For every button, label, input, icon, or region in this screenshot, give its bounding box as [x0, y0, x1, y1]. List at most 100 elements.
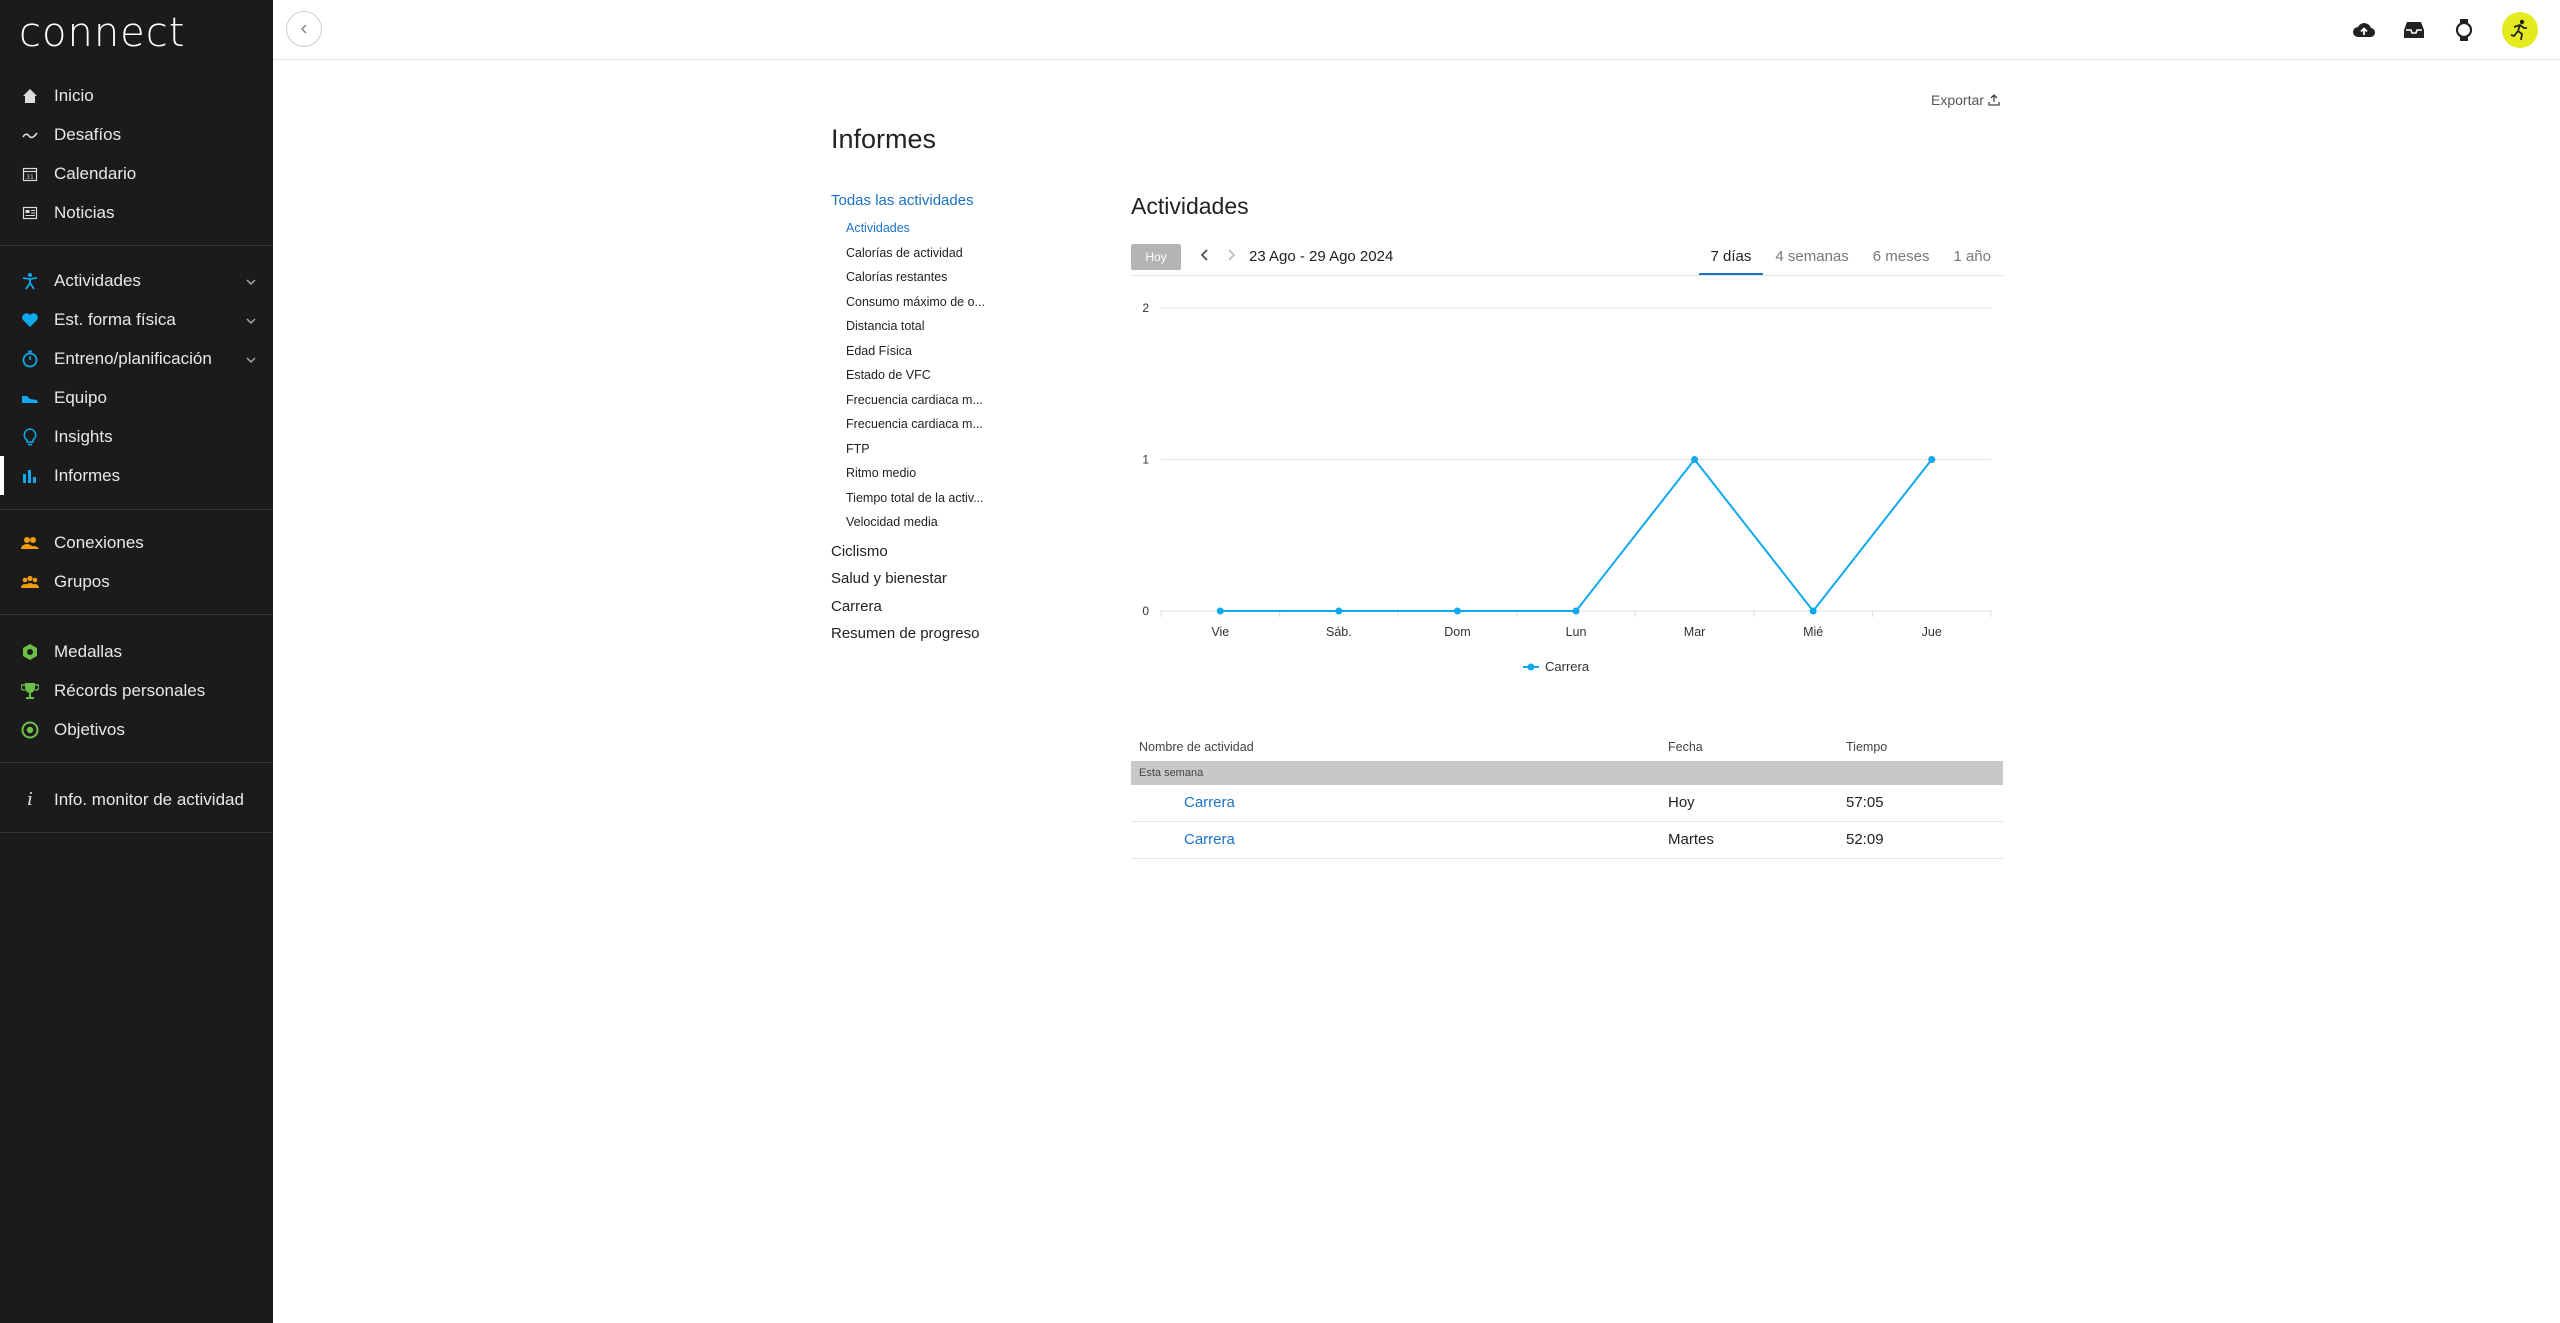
lightbulb-icon [20, 427, 40, 447]
sidebar-item-label: Info. monitor de actividad [54, 789, 244, 809]
connect-logo[interactable]: connect [19, 10, 186, 56]
activity-date: Martes [1668, 831, 1714, 848]
subnav-item-velocidad-media[interactable]: Velocidad media [846, 515, 938, 529]
subnav-item-calorias-restantes[interactable]: Calorías restantes [846, 270, 948, 284]
legend-label: Carrera [1545, 659, 1590, 674]
activity-time: 57:05 [1846, 794, 1884, 811]
sidebar-item-conexiones[interactable]: Conexiones [0, 523, 273, 562]
x-tick-label: Sáb. [1326, 625, 1352, 639]
sidebar-item-records[interactable]: Récords personales [0, 671, 273, 710]
nav-group-social: Conexiones Grupos [0, 523, 273, 615]
page-title: Informes [831, 124, 937, 154]
subnav-item-estado-vfc[interactable]: Estado de VFC [846, 368, 931, 382]
activity-icon [20, 271, 40, 291]
stopwatch-icon [20, 349, 40, 369]
subnav-item-distancia-total[interactable]: Distancia total [846, 319, 925, 333]
subnav-item-tiempo-total[interactable]: Tiempo total de la activ... [846, 490, 984, 505]
chevron-down-icon[interactable] [245, 273, 257, 293]
table-row: Carrera Martes 52:09 [1131, 822, 2003, 859]
header-tiempo: Tiempo [1846, 740, 1888, 754]
heart-icon [20, 310, 40, 330]
activities-line-chart: 0 1 2 Vie Sáb. Dom Lun Mar Mié Jue Carrera [1142, 301, 1992, 674]
activity-link[interactable]: Carrera [1184, 794, 1235, 811]
target-icon [20, 720, 40, 740]
sidebar-item-actividades[interactable]: Actividades [0, 261, 273, 300]
subnav-group-todas[interactable]: Todas las actividades [831, 192, 974, 209]
subnav-item-ritmo-medio[interactable]: Ritmo medio [846, 466, 917, 480]
sidebar-item-entreno[interactable]: Entreno/planificación [0, 339, 273, 378]
period-tabs: 7 días 4 semanas 6 meses 1 año [1698, 244, 2004, 275]
sidebar-item-label: Medallas [54, 641, 123, 661]
subnav-category-resumen[interactable]: Resumen de progreso [831, 625, 980, 642]
activities-table: Nombre de actividad Fecha Tiempo Esta se… [1131, 733, 2003, 859]
sidebar-item-objetivos[interactable]: Objetivos [0, 710, 273, 749]
y-tick-label: 2 [1142, 301, 1149, 315]
trophy-icon [20, 681, 40, 701]
header-fecha: Fecha [1668, 740, 1703, 754]
divider [1131, 275, 2003, 276]
sidebar-item-insights[interactable]: Insights [0, 417, 273, 456]
x-tick-label: Mié [1803, 625, 1823, 639]
nav-group-main: Inicio Desafíos 31 Calendario Noticias [0, 76, 273, 246]
info-icon: i [27, 789, 33, 810]
sidebar-item-label: Informes [54, 465, 121, 485]
data-point [1453, 607, 1461, 615]
top-bar [273, 0, 2560, 60]
calendar-icon: 31 [20, 164, 40, 184]
challenge-icon [20, 125, 40, 145]
tab-7-dias[interactable]: 7 días [1698, 244, 1764, 275]
subnav-category-salud[interactable]: Salud y bienestar [831, 570, 947, 587]
subnav-item-fc-1[interactable]: Frecuencia cardiaca m... [846, 392, 983, 407]
upload-icon[interactable] [2352, 18, 2376, 42]
subnav-item-edad-fisica[interactable]: Edad Física [846, 343, 913, 358]
header-nombre: Nombre de actividad [1139, 740, 1254, 754]
sidebar-item-label: Récords personales [54, 680, 206, 700]
activity-link[interactable]: Carrera [1184, 831, 1235, 848]
sidebar-item-noticias[interactable]: Noticias [0, 193, 273, 232]
sidebar-item-info-monitor[interactable]: i Info. monitor de actividad [0, 780, 273, 819]
subnav-item-consumo-maximo[interactable]: Consumo máximo de o... [846, 294, 985, 309]
sidebar-item-equipo[interactable]: Equipo [0, 378, 273, 417]
chevron-down-icon[interactable] [245, 312, 257, 332]
sidebar-item-inicio[interactable]: Inicio [0, 76, 273, 115]
activity-time: 52:09 [1846, 831, 1884, 848]
y-tick-label: 0 [1142, 604, 1149, 618]
sidebar-item-informes[interactable]: Informes [0, 456, 273, 495]
sidebar-item-label: Objetivos [54, 719, 125, 739]
export-button[interactable]: Exportar [1931, 92, 2000, 108]
date-controls: Hoy 23 Ago - 29 Ago 2024 7 días 4 semana… [1131, 244, 2003, 275]
watch-icon[interactable] [2452, 18, 2476, 42]
connections-icon [20, 533, 40, 553]
chevron-left-icon [300, 24, 307, 34]
sidebar-item-medallas[interactable]: Medallas [0, 632, 273, 671]
badge-icon [20, 642, 40, 662]
subnav-item-fc-2[interactable]: Frecuencia cardiaca m... [846, 417, 983, 431]
sidebar-item-calendario[interactable]: 31 Calendario [0, 154, 273, 193]
runner-icon [2510, 19, 2527, 41]
shoe-icon [20, 388, 40, 408]
sidebar-item-grupos[interactable]: Grupos [0, 562, 273, 601]
avatar[interactable] [2502, 12, 2538, 48]
sidebar-item-label: Entreno/planificación [54, 348, 212, 368]
sidebar-item-forma-fisica[interactable]: Est. forma física [0, 300, 273, 339]
header-icons [2352, 0, 2560, 60]
sidebar-item-label: Est. forma física [54, 309, 176, 329]
tab-1-anio[interactable]: 1 año [1953, 248, 1991, 265]
subnav-item-actividades[interactable]: Actividades [846, 221, 910, 235]
x-tick-label: Vie [1211, 625, 1229, 639]
tab-4-semanas[interactable]: 4 semanas [1775, 248, 1849, 265]
chevron-down-icon[interactable] [245, 351, 257, 371]
subnav-category-ciclismo[interactable]: Ciclismo [831, 542, 888, 560]
tab-6-meses[interactable]: 6 meses [1872, 248, 1930, 265]
sidebar-item-label: Calendario [54, 163, 137, 183]
today-button[interactable]: Hoy [1131, 244, 1181, 270]
subnav-category-carrera[interactable]: Carrera [831, 597, 882, 615]
inbox-icon[interactable] [2402, 18, 2426, 42]
subnav-item-calorias-actividad[interactable]: Calorías de actividad [846, 245, 963, 260]
sidebar-item-desafios[interactable]: Desafíos [0, 115, 273, 154]
data-point [1572, 607, 1580, 615]
subnav-item-ftp[interactable]: FTP [846, 441, 870, 456]
next-period-icon[interactable] [1224, 247, 1238, 268]
prev-period-icon[interactable] [1198, 247, 1212, 268]
collapse-sidebar-button[interactable] [286, 11, 322, 47]
